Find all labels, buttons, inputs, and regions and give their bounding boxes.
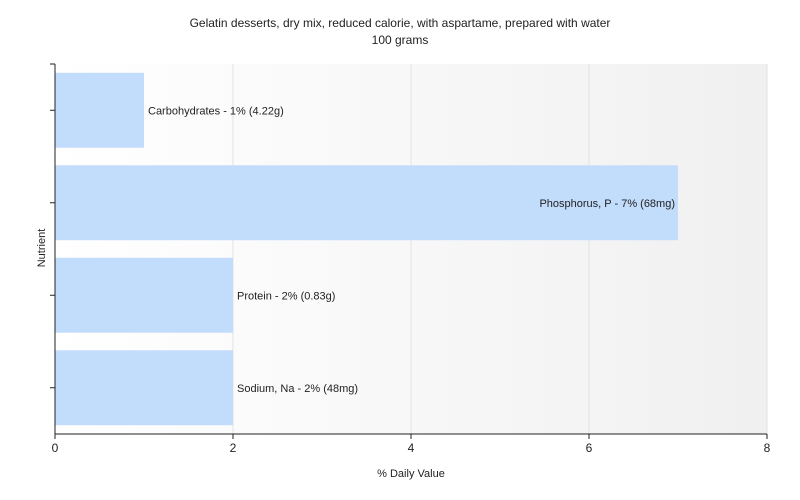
bar-label: Phosphorus, P - 7% (68mg): [539, 198, 675, 210]
plot-area: 0 2 4 6 8 Carbohydrates - 1% (4.22g) Phosphoru…: [50, 63, 771, 455]
bar: [55, 257, 233, 333]
bar: [55, 165, 678, 241]
bar: [55, 350, 233, 426]
x-axis-label: % Daily Value: [377, 468, 445, 480]
x-tick-label: 2: [230, 441, 237, 455]
bar-label: Sodium, Na - 2% (48mg): [237, 383, 358, 395]
chart-subtitle: 100 grams: [372, 33, 429, 47]
y-axis-label: Nutrient: [36, 229, 48, 268]
bar-label: Carbohydrates - 1% (4.22g): [148, 105, 284, 117]
bar: [55, 72, 144, 148]
x-tick-label: 8: [764, 441, 771, 455]
bar-label: Protein - 2% (0.83g): [237, 290, 335, 302]
chart-title: Gelatin desserts, dry mix, reduced calor…: [190, 16, 611, 30]
x-tick-label: 4: [408, 441, 415, 455]
x-tick-label: 6: [586, 441, 593, 455]
x-tick-label: 0: [52, 441, 59, 455]
